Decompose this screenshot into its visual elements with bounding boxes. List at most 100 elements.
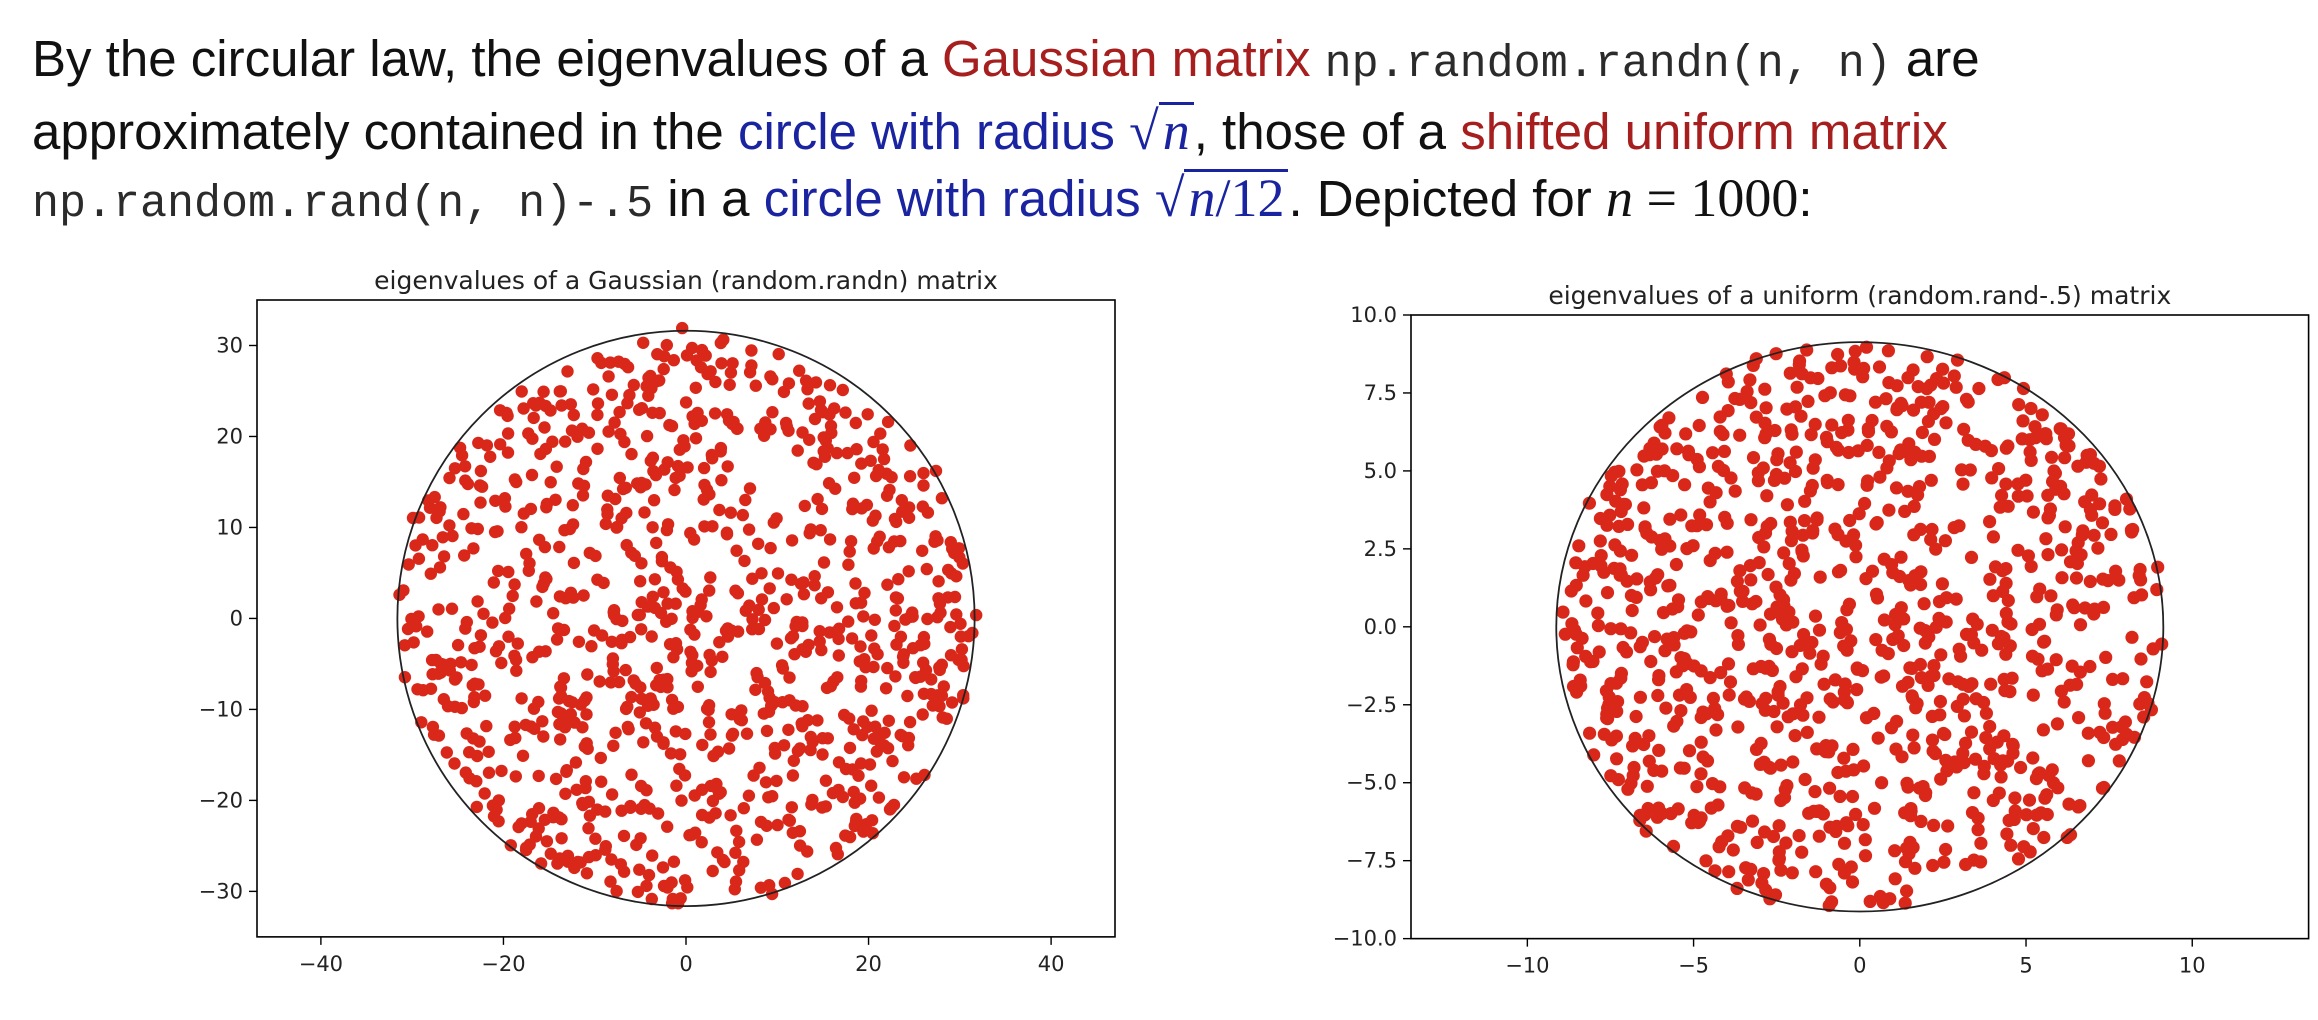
eigenvalue-point	[508, 649, 521, 662]
eigenvalue-point	[2016, 414, 2030, 428]
eigenvalue-point	[791, 444, 804, 457]
eigenvalue-point	[872, 791, 886, 804]
eigenvalue-point	[2001, 615, 2015, 629]
sqrt-n12-rest: /12	[1215, 168, 1285, 228]
eigenvalue-point	[527, 397, 540, 410]
eigenvalue-point	[887, 798, 901, 812]
eigenvalue-point	[1965, 806, 1980, 820]
y-tick-label: −5.0	[1346, 771, 1397, 795]
eigenvalue-point	[599, 843, 612, 856]
eigenvalue-point	[1653, 420, 1667, 434]
eigenvalue-point	[1848, 344, 1862, 358]
eigenvalue-point	[393, 588, 406, 601]
eigenvalue-point	[1797, 514, 1812, 528]
eigenvalue-point	[2038, 791, 2052, 805]
eigenvalue-point	[1696, 750, 1710, 764]
eigenvalue-point	[889, 670, 902, 683]
eigenvalue-point	[638, 506, 651, 519]
eigenvalue-point	[1937, 855, 1951, 869]
eigenvalue-point	[670, 779, 683, 792]
eigenvalue-point	[672, 897, 685, 910]
eigenvalue-point	[1806, 461, 1820, 475]
eigenvalue-point	[1745, 786, 1759, 800]
intro-text-1: By the circular law, the eigenvalues of …	[32, 30, 943, 87]
eigenvalue-point	[1629, 590, 1643, 604]
eigenvalue-point	[1938, 727, 1952, 742]
eigenvalue-point	[2095, 516, 2110, 530]
intro-text-5: . Depicted for	[1288, 170, 1606, 227]
eigenvalue-point	[1692, 460, 1706, 474]
eigenvalue-point	[625, 690, 638, 704]
eigenvalue-point	[1845, 875, 1860, 889]
eigenvalue-point	[1783, 366, 1797, 380]
eigenvalue-point	[1817, 677, 1831, 691]
eigenvalue-point	[555, 399, 568, 412]
eigenvalue-point	[723, 378, 736, 391]
eigenvalue-point	[621, 700, 634, 713]
eigenvalue-point	[1804, 428, 1818, 442]
eigenvalue-point	[522, 427, 535, 440]
eigenvalue-point	[1782, 557, 1796, 571]
eigenvalue-point	[749, 683, 762, 696]
eigenvalue-point	[635, 692, 648, 705]
eigenvalue-point	[1872, 445, 1886, 459]
eigenvalue-point	[571, 855, 584, 869]
eigenvalue-point	[897, 771, 911, 784]
x-tick-label: 5	[2019, 954, 2032, 978]
eigenvalue-point	[1841, 819, 1855, 833]
eigenvalue-point	[716, 650, 729, 663]
eigenvalue-point	[446, 529, 459, 543]
eigenvalue-point	[1730, 819, 1744, 833]
eigenvalue-point	[646, 406, 659, 419]
eigenvalue-point	[1994, 770, 2008, 784]
eigenvalue-point	[1858, 849, 1873, 863]
eigenvalue-point	[845, 632, 859, 645]
eigenvalue-point	[2096, 572, 2110, 586]
eigenvalue-point	[901, 689, 914, 703]
eigenvalue-point	[937, 680, 950, 693]
eigenvalue-point	[892, 573, 905, 586]
eigenvalue-point	[1858, 496, 1872, 511]
eigenvalue-point	[2040, 807, 2054, 822]
eigenvalue-point	[1860, 478, 1874, 492]
eigenvalue-point	[838, 708, 851, 722]
eigenvalue-point	[1968, 752, 1983, 766]
eigenvalue-point	[871, 648, 884, 661]
eigenvalue-point	[1604, 769, 1618, 783]
eigenvalue-point	[1760, 519, 1774, 534]
eigenvalue-point	[1644, 654, 1658, 669]
eigenvalue-point	[2067, 601, 2081, 615]
eigenvalue-point	[1856, 370, 1870, 384]
eigenvalue-point	[2045, 763, 2059, 777]
eigenvalue-point	[1556, 605, 1570, 619]
eigenvalue-point	[720, 526, 734, 539]
eigenvalue-point	[745, 359, 758, 372]
eigenvalue-point	[1908, 861, 1922, 875]
code-randn: np.random.randn(n, n)	[1324, 39, 1892, 90]
eigenvalue-point	[1888, 872, 1902, 886]
eigenvalue-point	[814, 524, 827, 537]
eigenvalue-point	[1877, 613, 1891, 627]
eigenvalue-point	[1835, 426, 1849, 440]
eigenvalue-point	[1685, 816, 1699, 830]
eigenvalue-point	[443, 471, 456, 485]
x-tick-label: 10	[2179, 954, 2206, 978]
eigenvalue-point	[565, 424, 579, 437]
eigenvalue-point	[582, 822, 595, 835]
eigenvalue-point	[1601, 701, 1615, 715]
eigenvalue-point	[495, 764, 508, 778]
eigenvalue-point	[1859, 340, 1874, 354]
eigenvalue-point	[1711, 708, 1725, 722]
eigenvalue-point	[1709, 723, 1723, 737]
eigenvalue-point	[579, 781, 592, 795]
eigenvalue-point	[616, 614, 629, 628]
eigenvalue-point	[1801, 394, 1815, 408]
circle-radius-text-1: circle with radius	[737, 103, 1115, 160]
eigenvalue-point	[1926, 858, 1940, 873]
eigenvalue-point	[2042, 508, 2056, 522]
eigenvalue-point	[1847, 763, 1861, 777]
eigenvalue-point	[409, 539, 422, 552]
eigenvalue-point	[1733, 564, 1747, 578]
eigenvalue-point	[1582, 496, 1596, 510]
eigenvalue-point	[1967, 786, 1981, 800]
